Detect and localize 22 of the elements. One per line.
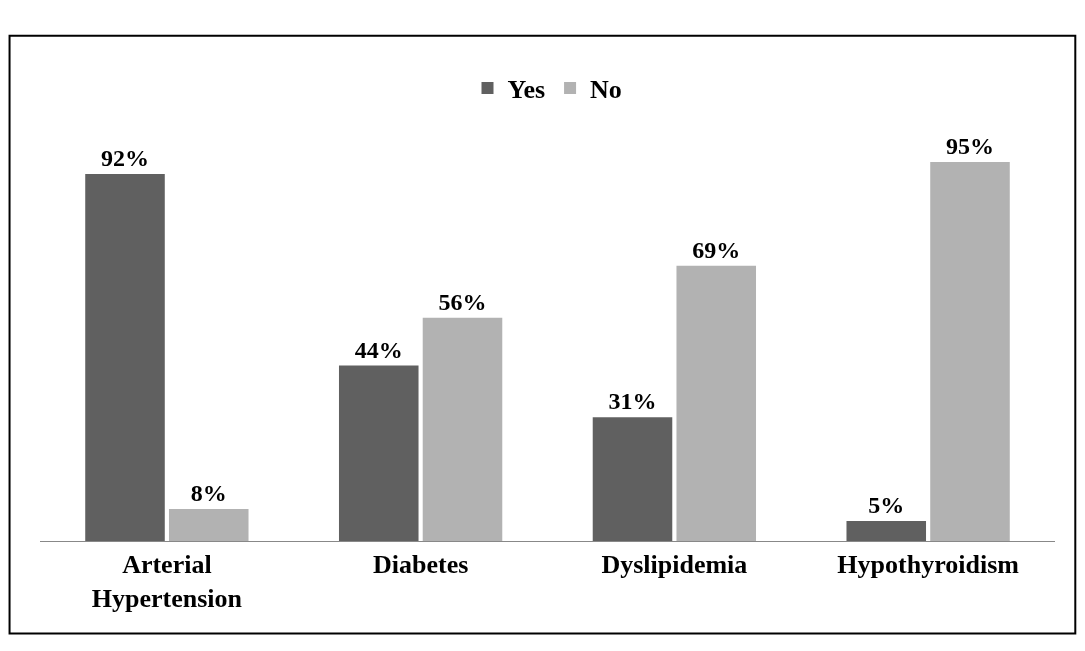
bar	[422, 317, 503, 541]
x-tick-label: Dyslipidemia	[601, 550, 748, 580]
data-label: 5%	[868, 492, 905, 519]
bar	[592, 417, 673, 541]
bar	[168, 509, 249, 541]
legend-label: Yes	[507, 75, 546, 105]
x-tick-label: Diabetes	[372, 550, 469, 580]
bar	[930, 162, 1010, 541]
x-tick-label: Arterial Hypertension	[91, 550, 243, 613]
bar	[846, 521, 927, 541]
data-label: 92%	[101, 145, 150, 172]
bar	[338, 365, 419, 541]
data-label: 44%	[354, 336, 403, 363]
x-tick-label: Hypothyroidism	[837, 550, 1020, 580]
data-label: 56%	[438, 288, 487, 315]
data-label: 31%	[608, 388, 657, 415]
data-label: 69%	[692, 236, 741, 263]
bar	[676, 265, 757, 541]
data-label: 8%	[190, 480, 227, 507]
bar	[85, 174, 165, 541]
legend-label: No	[590, 75, 622, 105]
data-label: 95%	[945, 133, 994, 160]
